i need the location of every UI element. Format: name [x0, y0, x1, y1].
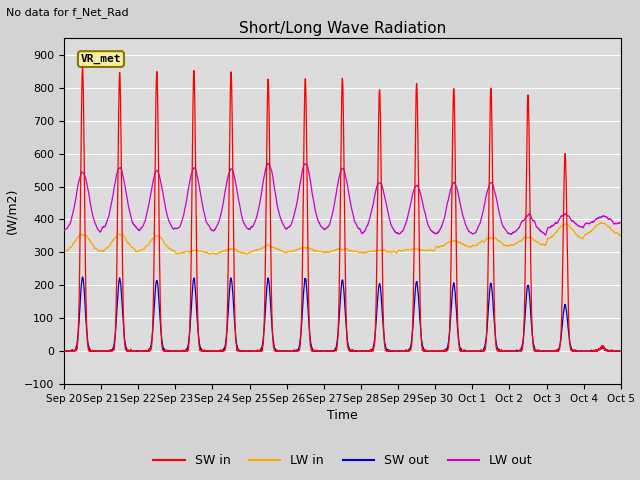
Title: Short/Long Wave Radiation: Short/Long Wave Radiation	[239, 21, 446, 36]
Text: VR_met: VR_met	[81, 54, 121, 64]
Y-axis label: (W/m2): (W/m2)	[5, 188, 19, 234]
Legend: SW in, LW in, SW out, LW out: SW in, LW in, SW out, LW out	[148, 449, 536, 472]
X-axis label: Time: Time	[327, 409, 358, 422]
Text: No data for f_Net_Rad: No data for f_Net_Rad	[6, 7, 129, 18]
